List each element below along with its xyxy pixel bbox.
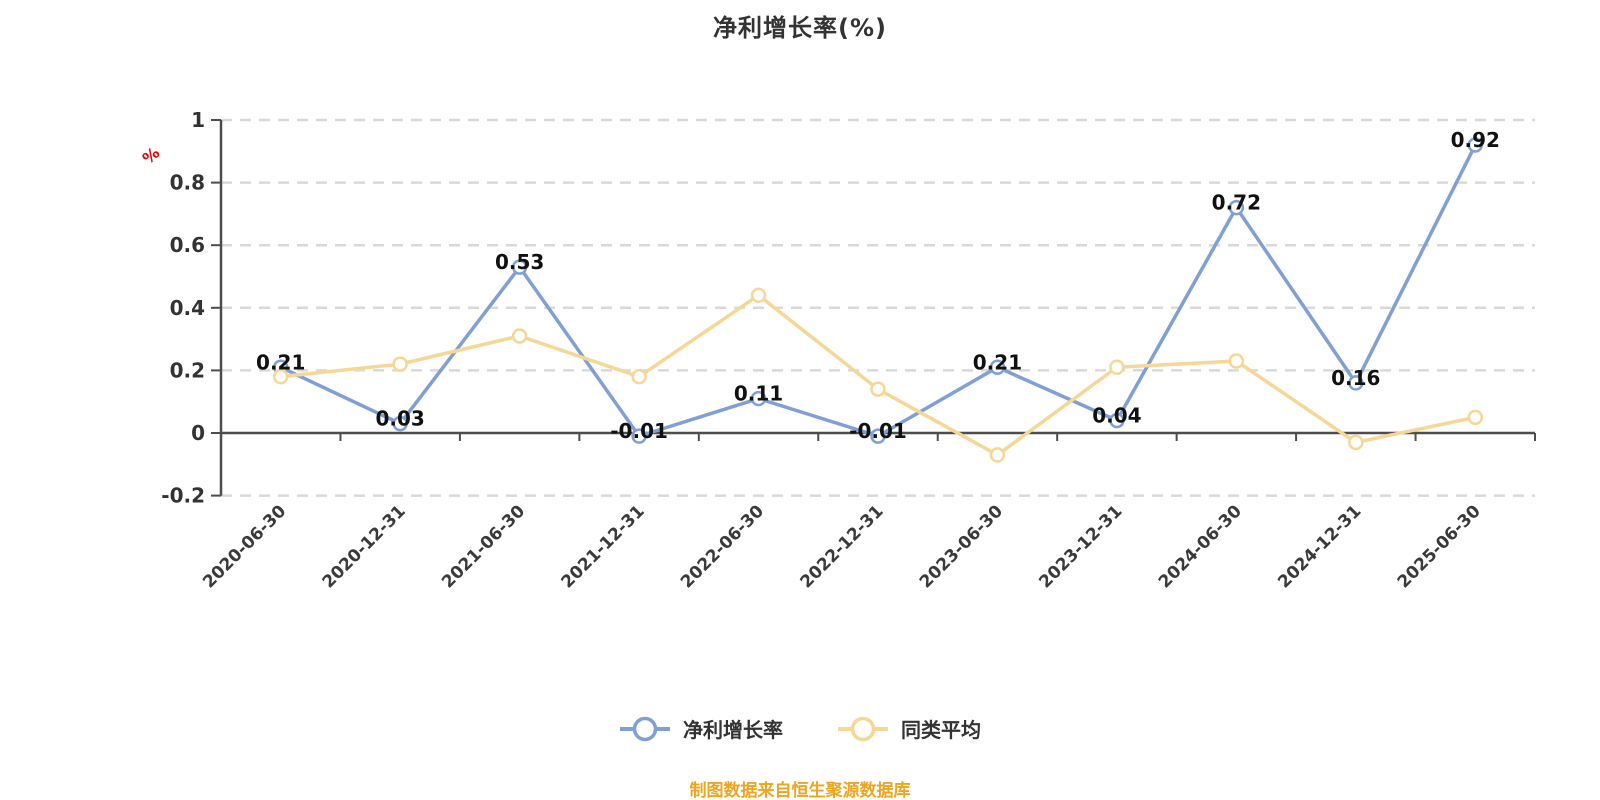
y-axis-tick-label: 0.4 [170, 296, 205, 320]
data-point-marker[interactable] [989, 447, 1006, 463]
x-axis-tick-label: 2020-12-31 [319, 501, 410, 592]
data-point-marker[interactable] [1109, 359, 1125, 376]
data-point-marker[interactable] [1467, 409, 1484, 426]
x-axis-tick-label: 2020-06-30 [199, 501, 290, 592]
data-label: 0.72 [1212, 191, 1261, 215]
x-axis-tick-label: 2024-12-31 [1274, 501, 1365, 592]
data-point-marker[interactable] [1228, 199, 1245, 216]
legend-marker-line-icon [620, 716, 670, 741]
data-point-marker[interactable] [1348, 434, 1364, 451]
data-point-marker[interactable] [511, 328, 528, 344]
y-axis-tick-label: -0.2 [161, 484, 205, 508]
data-point-marker[interactable] [1467, 137, 1484, 153]
data-point-marker[interactable] [750, 287, 767, 304]
legend-label: 净利增长率 [683, 718, 783, 742]
x-axis-tick-label: 2025-06-30 [1394, 501, 1485, 592]
data-label: 0.21 [973, 350, 1022, 374]
y-axis-tick-label: 0.8 [170, 171, 205, 195]
x-axis-tick-label: 2022-12-31 [796, 501, 887, 592]
data-label: 0.92 [1451, 128, 1500, 152]
data-point-marker[interactable] [631, 368, 647, 385]
data-point-marker[interactable] [1109, 412, 1125, 429]
data-point-marker[interactable] [750, 390, 767, 407]
chart-title: 净利增长率(%) [713, 14, 887, 42]
data-point-marker[interactable] [870, 428, 886, 444]
data-label: 0.04 [1092, 403, 1141, 427]
data-point-marker[interactable] [989, 359, 1006, 376]
data-source-note: 制图数据来自恒生聚源数据库 [689, 781, 911, 800]
data-point-marker[interactable] [870, 381, 886, 397]
legend: 净利增长率 同类平均 [0, 714, 1600, 743]
x-axis-tick-label: 2024-06-30 [1155, 501, 1246, 592]
data-point-marker[interactable] [631, 428, 647, 444]
data-point-marker[interactable] [272, 368, 289, 385]
legend-item-net-profit-growth[interactable]: 净利增长率 [619, 714, 783, 743]
legend-label: 同类平均 [901, 718, 981, 742]
legend-marker-line-icon [838, 716, 888, 741]
data-label: 0.03 [376, 407, 425, 431]
data-label: 0.21 [256, 350, 305, 374]
y-axis-tick-label: 0.6 [170, 233, 205, 257]
legend-item-category-average[interactable]: 同类平均 [837, 714, 981, 743]
x-axis-tick-label: 2023-12-31 [1035, 501, 1126, 592]
data-label: 0.53 [495, 250, 544, 274]
x-axis-tick-label: 2021-06-30 [438, 501, 529, 592]
x-axis-tick-label: 2023-06-30 [916, 501, 1007, 592]
y-axis-tick-label: 1 [191, 108, 205, 132]
data-label: 0.11 [734, 382, 783, 406]
data-label: 0.16 [1331, 366, 1380, 390]
y-axis-tick-label: 0 [191, 421, 205, 445]
data-point-marker[interactable] [511, 259, 528, 275]
data-label: -0.01 [610, 419, 668, 443]
data-point-marker[interactable] [1348, 375, 1364, 391]
data-point-marker[interactable] [1228, 353, 1245, 369]
data-label: -0.01 [849, 419, 907, 443]
y-axis-tick-label: 0.2 [170, 358, 205, 382]
x-axis-tick-label: 2021-12-31 [558, 501, 649, 592]
data-point-marker[interactable] [392, 415, 408, 432]
x-axis-tick-label: 2022-06-30 [677, 501, 768, 592]
data-point-marker[interactable] [392, 356, 408, 372]
